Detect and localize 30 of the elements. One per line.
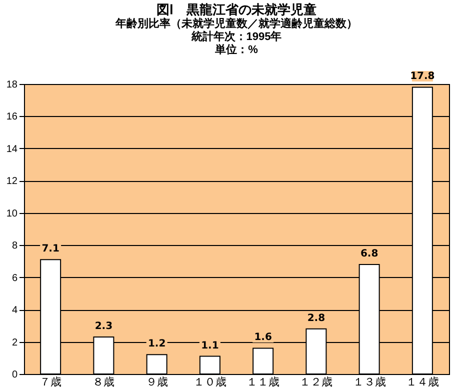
y-tick-label: 16	[6, 112, 18, 123]
x-tick-label: １４歳	[406, 376, 439, 388]
data-label: 1.6	[254, 332, 272, 344]
x-tick-label: ８歳	[92, 376, 115, 388]
y-tick-label: 0	[12, 370, 18, 380]
y-tick-label: 10	[6, 208, 18, 220]
data-label: 6.8	[360, 248, 378, 260]
data-label: 2.8	[307, 312, 326, 324]
y-tick-label: 6	[12, 272, 18, 284]
x-tick-label: １３歳	[352, 376, 386, 388]
y-tick-label: 14	[6, 144, 18, 155]
text: 単位：%	[214, 42, 258, 56]
chart-title: 図Ⅰ 黒龍江省の未就学児童	[156, 2, 316, 17]
data-label: 1.2	[148, 338, 166, 350]
data-label: 1.1	[201, 340, 219, 352]
y-tick-label: 18	[6, 80, 18, 90]
data-label: 2.3	[94, 320, 113, 332]
x-tick-label: ９歳	[146, 376, 168, 388]
data-label: 17.8	[410, 71, 435, 82]
x-tick-label: １０歳	[193, 376, 226, 388]
chart-subtitle: 年齢別比率（未就学児童数／就学適齢児童総数）	[114, 16, 358, 30]
y-tick-label: 2	[12, 337, 18, 348]
text: 統計年次：1995年	[190, 30, 282, 43]
y-tick-label: 12	[6, 176, 18, 188]
y-tick-label: 4	[12, 305, 18, 316]
x-tick-label: １１歳	[246, 376, 280, 388]
data-label: 7.1	[42, 244, 60, 255]
y-tick-label: 8	[12, 240, 18, 252]
x-tick-label: １２歳	[300, 376, 333, 388]
x-tick-label: ７歳	[40, 376, 62, 388]
